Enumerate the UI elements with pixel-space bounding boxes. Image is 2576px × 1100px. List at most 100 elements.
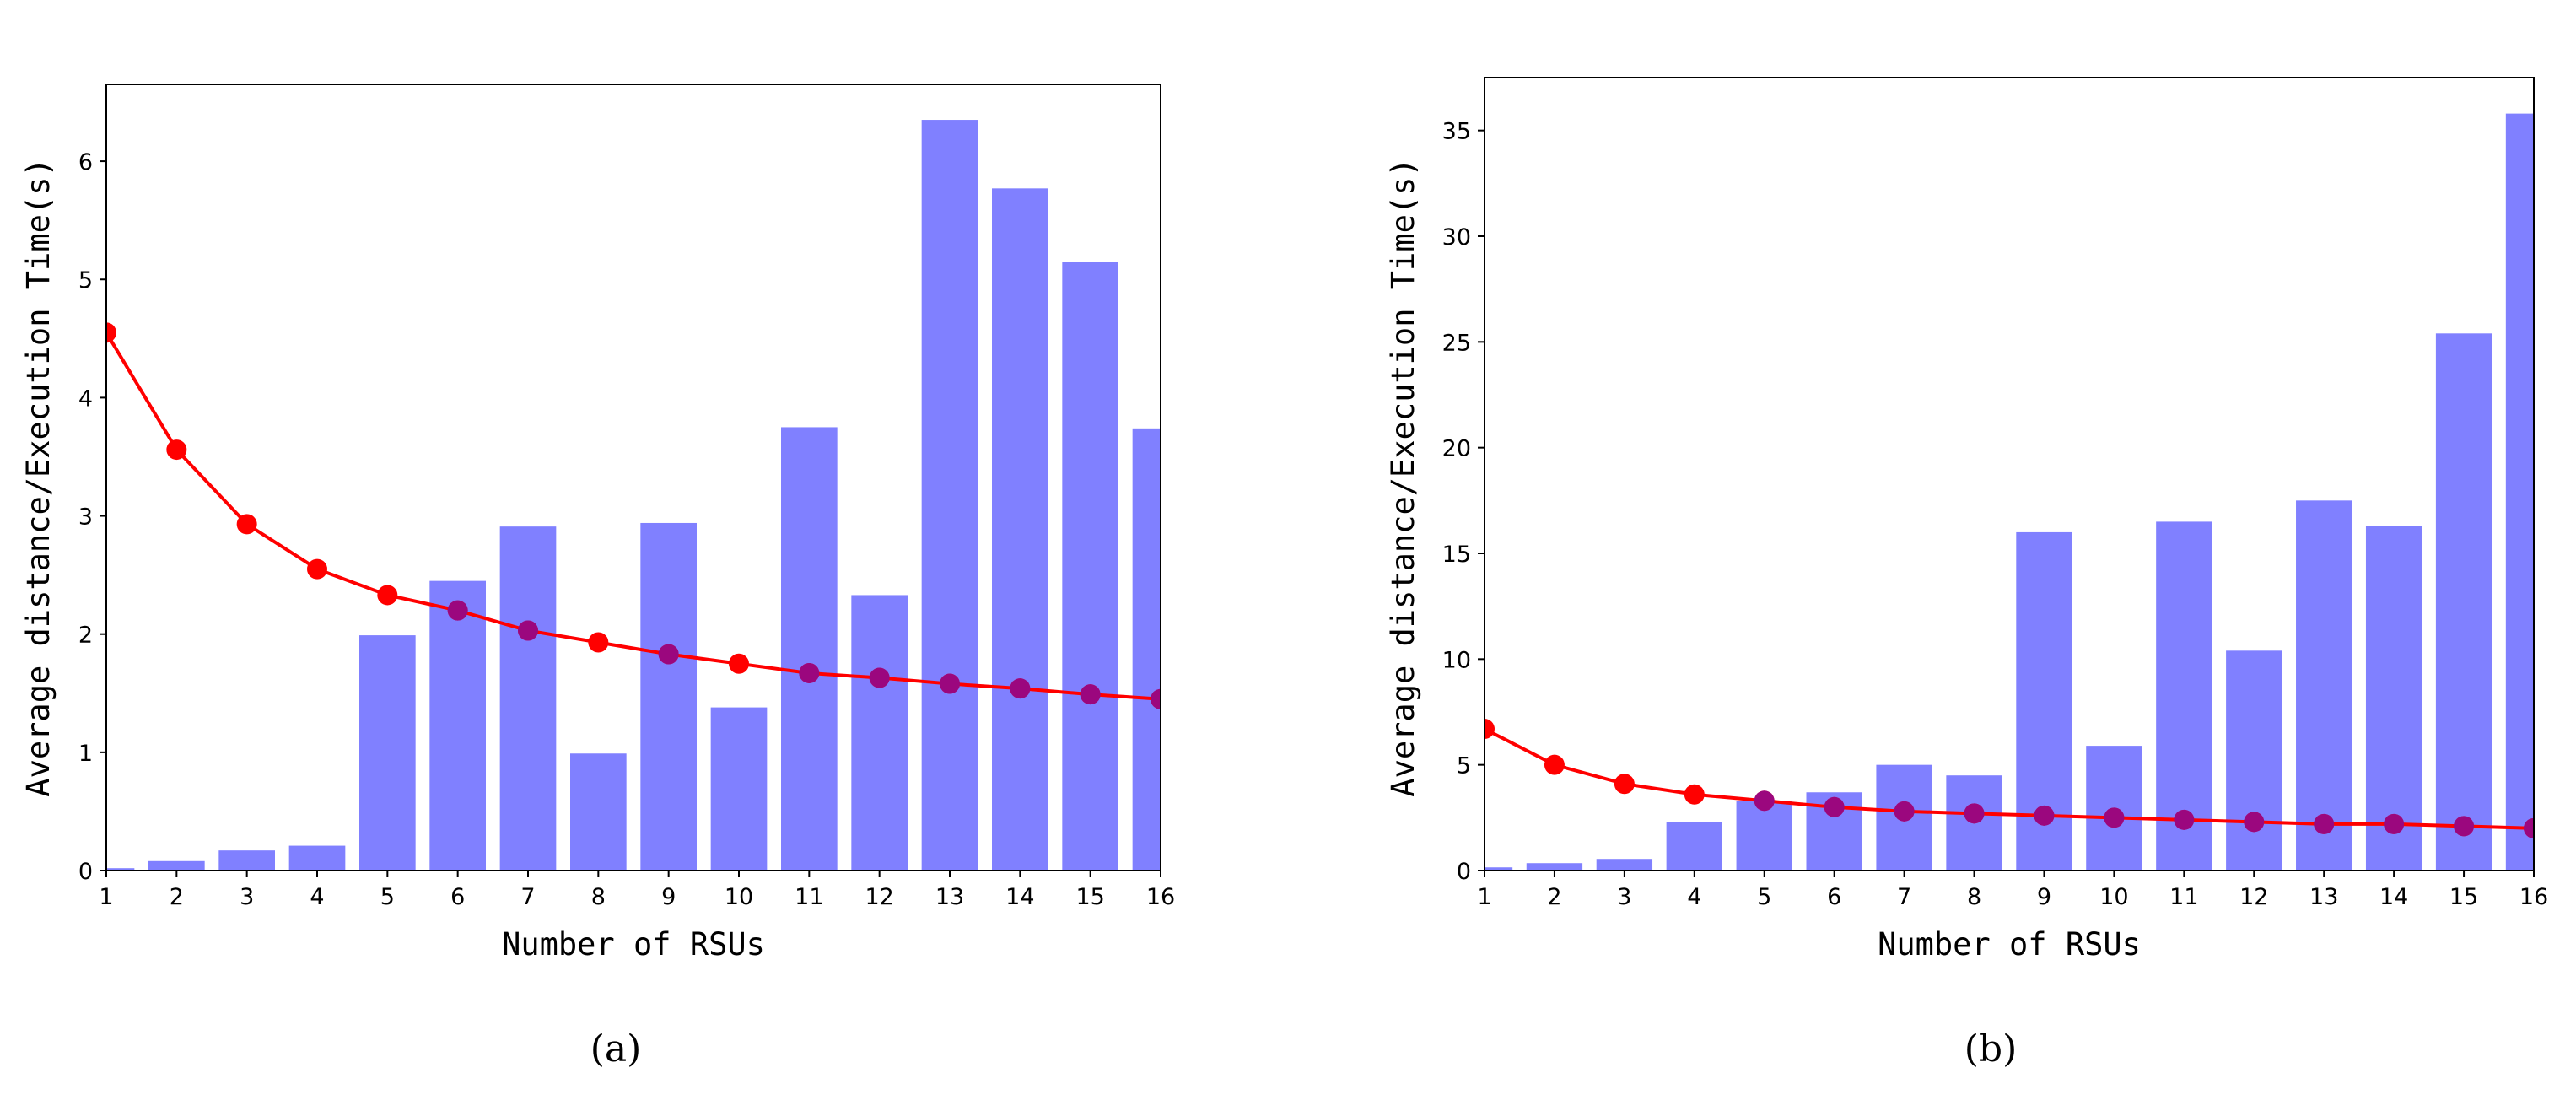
line-marker [1684,784,1705,805]
bar [1485,867,1513,871]
y-tick-label: 0 [1457,859,1471,885]
y-axis-label-a: Average distance/Execution Time(s) [20,158,57,796]
bar [288,845,346,871]
y-tick-label: 25 [1442,330,1471,356]
y-tick-label: 5 [78,267,93,294]
y-tick-label: 1 [78,741,93,767]
x-tick-label: 15 [1075,884,1104,910]
line-marker-overlap [1964,803,1985,824]
y-tick-label: 4 [78,386,93,412]
y-tick-label: 30 [1442,224,1471,251]
line-marker [236,514,257,535]
bar-series [106,120,1161,871]
bar [1736,801,1792,871]
x-axis-label-b: Number of RSUs [1878,926,2141,962]
bar [1596,859,1653,871]
line-marker-overlap [2244,812,2265,833]
y-tick-label: 0 [78,859,93,885]
x-tick-label: 10 [725,884,753,910]
bar [1526,863,1583,871]
line-marker-overlap [2174,809,2195,830]
bar [218,850,275,871]
x-tick-label: 14 [2379,884,2408,910]
line-marker-overlap [2454,816,2475,837]
x-tick-label: 13 [2309,884,2338,910]
bar [2505,113,2534,871]
bar-series [1485,113,2534,871]
bar [499,526,557,871]
bar [851,595,908,871]
bar [921,120,978,871]
line-path [106,332,1161,701]
x-tick-label: 9 [2037,884,2051,910]
x-tick-label: 8 [1967,884,1981,910]
y-tick-label: 15 [1442,542,1471,568]
line-marker [1544,754,1565,775]
y-tick-label: 5 [1457,753,1471,779]
bar [148,860,205,871]
x-tick-label: 3 [1617,884,1631,910]
line-series [1485,719,2534,838]
y-tick-label: 35 [1442,119,1471,145]
x-tick-label: 7 [520,884,535,910]
x-axis-label-a: Number of RSUs [502,926,765,962]
bar [710,707,768,871]
line-marker [588,632,609,653]
y-axis-label-b: Average distance/Execution Time(s) [1385,158,1421,796]
bar [570,753,627,871]
x-tick-label: 11 [795,884,823,910]
x-tick-label: 16 [2519,884,2548,910]
bar [429,580,486,871]
bar [2365,526,2422,871]
bar [1666,822,1722,871]
line-marker-overlap [2104,807,2125,828]
line-marker-overlap [1010,678,1031,699]
line-marker-overlap [1754,790,1775,812]
x-tick-label: 5 [1757,884,1771,910]
y-tick-label: 20 [1442,436,1471,462]
x-tick-label: 15 [2449,884,2478,910]
line-marker [1614,774,1635,795]
plot-frame-a [105,84,1161,871]
x-tick-label: 4 [1687,884,1701,910]
line-marker [106,322,116,343]
x-tick-label: 8 [591,884,606,910]
y-tick-label: 3 [78,504,93,531]
line-marker-overlap [799,662,820,683]
line-marker-overlap [1151,688,1161,709]
bar [992,188,1048,871]
y-tick-label: 6 [78,149,93,175]
line-marker-overlap [1080,684,1101,705]
line-marker-overlap [940,673,960,694]
x-tick-label: 1 [99,884,113,910]
bar [1062,262,1118,871]
bar [359,635,416,871]
bar [640,522,697,871]
y-tick-label: 2 [78,623,93,649]
y-tick-label: 10 [1442,647,1471,673]
line-marker-overlap [2524,817,2534,838]
x-tick-label: 2 [1547,884,1561,910]
bar [781,427,838,871]
x-tick-label: 12 [865,884,893,910]
x-tick-label: 11 [2169,884,2198,910]
line-marker-overlap [1824,796,1845,817]
x-tick-label: 16 [1146,884,1175,910]
line-marker [729,653,749,674]
x-tick-label: 13 [935,884,964,910]
x-tick-label: 3 [240,884,254,910]
x-tick-label: 10 [2099,884,2128,910]
x-tick-label: 7 [1897,884,1911,910]
x-tick-label: 6 [450,884,465,910]
line-marker [1485,719,1495,740]
line-marker-overlap [518,620,538,641]
line-marker-overlap [2034,805,2055,826]
x-tick-label: 6 [1827,884,1841,910]
bar [106,868,135,871]
x-tick-label: 9 [661,884,676,910]
caption-a: (a) [590,1027,642,1070]
